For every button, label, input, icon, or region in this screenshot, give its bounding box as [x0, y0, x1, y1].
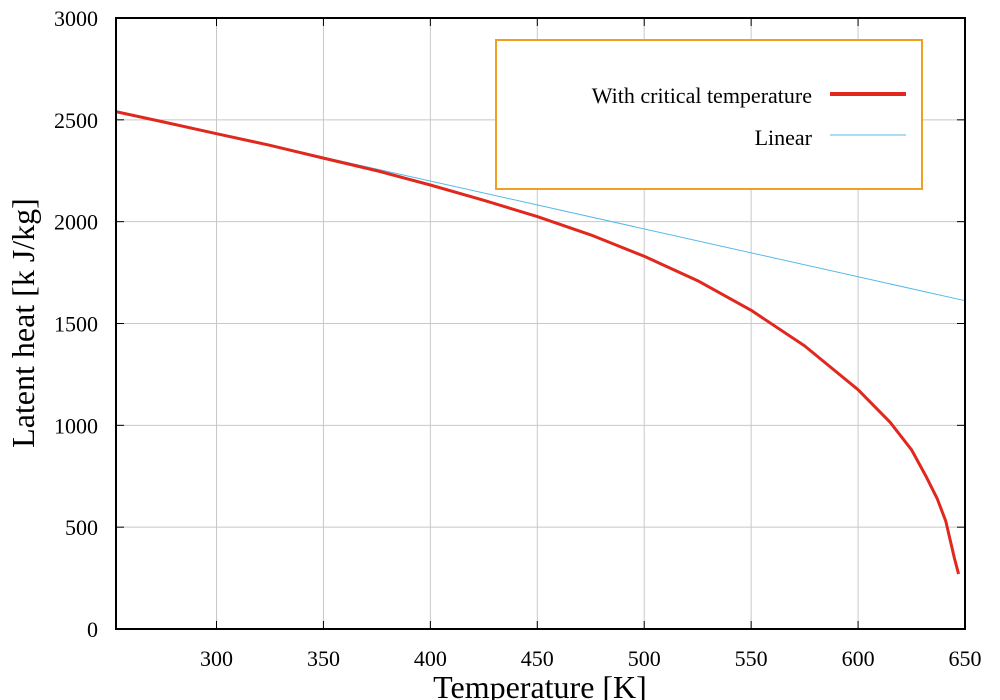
y-axis-ticks: 0 500 1000 1500 2000 2500 3000: [54, 6, 965, 642]
x-axis-ticks: 300 350 400 450 500 550 600 650: [200, 18, 982, 671]
legend-box: [495, 39, 923, 190]
y-tick-label: 1000: [54, 413, 98, 438]
x-tick-label: 450: [521, 646, 554, 671]
legend-label-critical: With critical temperature: [592, 83, 812, 108]
y-tick-label: 1500: [54, 312, 98, 337]
legend-label-linear: Linear: [755, 125, 813, 150]
y-tick-label: 2000: [54, 210, 98, 235]
y-tick-label: 500: [65, 515, 98, 540]
legend: With critical temperature Linear: [495, 39, 923, 190]
series-line-critical: [115, 110, 961, 575]
x-tick-label: 500: [628, 646, 661, 671]
x-tick-label: 600: [842, 646, 875, 671]
x-tick-label: 650: [949, 646, 982, 671]
x-tick-label: 350: [307, 646, 340, 671]
x-tick-label: 400: [414, 646, 447, 671]
y-axis-title: Latent heat [k J/kg]: [5, 198, 41, 448]
y-tick-label: 3000: [54, 6, 98, 31]
x-tick-label: 300: [200, 646, 233, 671]
x-tick-label: 550: [735, 646, 768, 671]
plot-lines: [115, 110, 966, 575]
y-tick-label: 0: [87, 617, 98, 642]
x-axis-title: Temperature [K]: [433, 669, 647, 700]
y-tick-label: 2500: [54, 108, 98, 133]
